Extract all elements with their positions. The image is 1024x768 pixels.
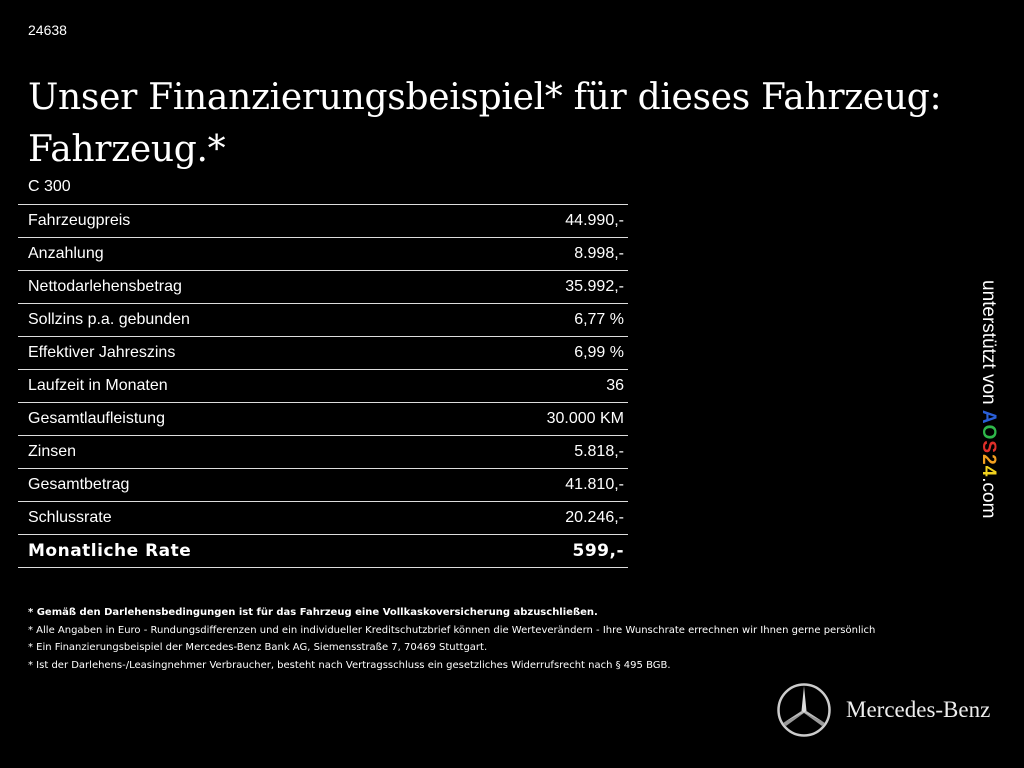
logo-letter: A bbox=[978, 409, 999, 425]
side-prefix: unterstützt von bbox=[978, 280, 999, 410]
table-row: Gesamtlaufleistung 30.000 KM bbox=[18, 403, 628, 436]
model-name: C 300 bbox=[28, 178, 71, 195]
row-value: 35.992,- bbox=[565, 278, 624, 295]
logo-letter: 2 bbox=[978, 454, 999, 466]
row-label: Monatliche Rate bbox=[28, 541, 192, 561]
table-row: Anzahlung 8.998,- bbox=[18, 238, 628, 271]
row-value: 8.998,- bbox=[574, 245, 624, 262]
row-value: 20.246,- bbox=[565, 509, 624, 526]
row-value: 41.810,- bbox=[565, 476, 624, 493]
row-value: 6,77 % bbox=[574, 311, 624, 328]
page-title: Unser Finanzierungsbeispiel* für dieses … bbox=[28, 72, 942, 176]
footnote: * Ist der Darlehens-/Leasingnehmer Verbr… bbox=[28, 659, 671, 671]
row-label: Schlussrate bbox=[28, 509, 112, 526]
table-row: Zinsen 5.818,- bbox=[18, 436, 628, 469]
footnote: * Alle Angaben in Euro - Rundungsdiffere… bbox=[28, 624, 876, 636]
logo-letter: S bbox=[978, 440, 999, 455]
side-suffix: .com bbox=[978, 477, 999, 519]
footnote: * Ein Finanzierungsbeispiel der Mercedes… bbox=[28, 642, 488, 653]
mercedes-star-icon bbox=[777, 683, 831, 737]
table-row: Sollzins p.a. gebunden 6,77 % bbox=[18, 304, 628, 337]
row-label: Sollzins p.a. gebunden bbox=[28, 311, 190, 328]
title-line-2: Fahrzeug.* bbox=[28, 129, 226, 170]
row-label: Gesamtlaufleistung bbox=[28, 410, 165, 427]
footnotes: * Gemäß den Darlehensbedingungen ist für… bbox=[28, 604, 875, 674]
logo-letter: O bbox=[978, 424, 999, 441]
table-row: Gesamtbetrag 41.810,- bbox=[18, 469, 628, 502]
row-value: 30.000 KM bbox=[546, 410, 624, 427]
monthly-rate-row: Monatliche Rate 599,- bbox=[18, 535, 628, 568]
row-label: Fahrzeugpreis bbox=[28, 212, 131, 229]
row-value: 36 bbox=[606, 377, 624, 394]
mercedes-benz-logo: Mercedes-Benz bbox=[776, 682, 990, 738]
row-label: Gesamtbetrag bbox=[28, 476, 130, 493]
brand-name: Mercedes-Benz bbox=[846, 697, 991, 722]
row-value: 44.990,- bbox=[565, 212, 624, 229]
title-line-1: Unser Finanzierungsbeispiel* für dieses … bbox=[28, 77, 942, 118]
table-row: Laufzeit in Monaten 36 bbox=[18, 370, 628, 403]
table-row: Fahrzeugpreis 44.990,- bbox=[18, 205, 628, 238]
row-label: Zinsen bbox=[28, 443, 77, 460]
footnote: * Gemäß den Darlehensbedingungen ist für… bbox=[28, 607, 598, 618]
aos24-logo: AOS24 bbox=[978, 410, 999, 477]
row-value: 5.818,- bbox=[574, 443, 624, 460]
supported-by-aos24: unterstützt von AOS24.com bbox=[977, 280, 999, 518]
row-value: 599,- bbox=[572, 541, 624, 561]
row-label: Nettodarlehensbetrag bbox=[28, 278, 182, 295]
table-row: Effektiver Jahreszins 6,99 % bbox=[18, 337, 628, 370]
table-row: Schlussrate 20.246,- bbox=[18, 502, 628, 535]
row-label: Anzahlung bbox=[28, 245, 104, 262]
table-row: Nettodarlehensbetrag 35.992,- bbox=[18, 271, 628, 304]
row-label: Laufzeit in Monaten bbox=[28, 377, 168, 394]
financing-table: Fahrzeugpreis 44.990,- Anzahlung 8.998,- N… bbox=[18, 204, 628, 568]
row-label: Effektiver Jahreszins bbox=[28, 344, 176, 361]
row-value: 6,99 % bbox=[574, 344, 624, 361]
logo-letter: 4 bbox=[978, 465, 999, 478]
listing-id: 24638 bbox=[28, 22, 67, 38]
